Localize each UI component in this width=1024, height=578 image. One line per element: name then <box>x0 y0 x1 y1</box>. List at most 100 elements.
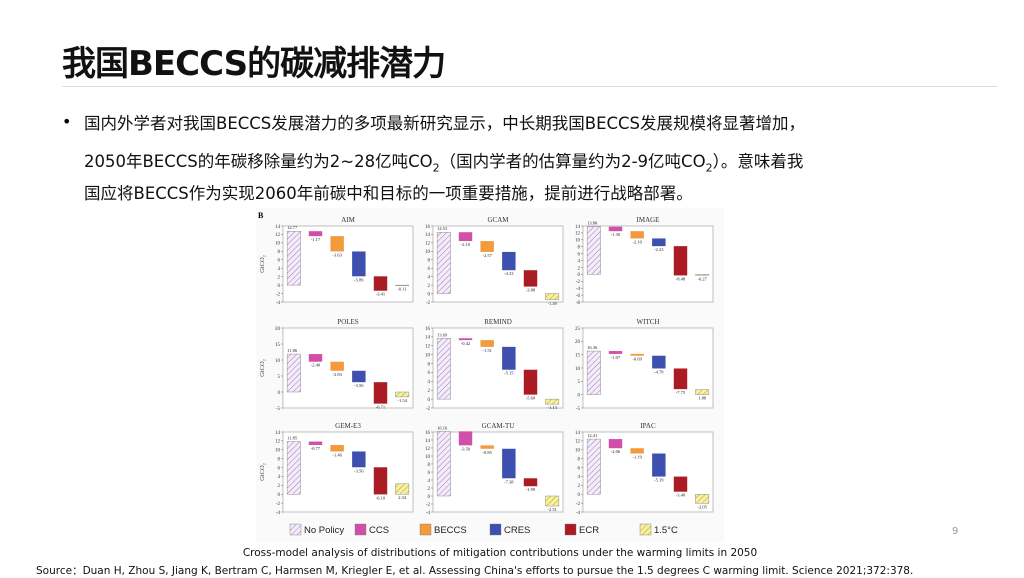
bar <box>330 236 343 251</box>
y-tick-label: 14 <box>425 439 431 444</box>
bar <box>309 442 322 445</box>
data-label: -2.51 <box>547 507 556 512</box>
bar <box>309 354 322 362</box>
panel-frame <box>583 328 713 408</box>
y-tick-label: 12 <box>575 232 581 237</box>
bar <box>502 347 515 370</box>
panel-title: REMIND <box>484 318 512 326</box>
legend-swatch <box>490 524 501 535</box>
bar <box>352 251 365 276</box>
data-label: -2.23 <box>654 247 664 252</box>
bar <box>330 362 343 371</box>
bar <box>480 241 493 252</box>
y-tick-label: 14 <box>575 225 581 230</box>
y-tick-label: -2 <box>426 301 431 306</box>
bar <box>587 439 600 494</box>
data-label: -6.10 <box>376 495 386 500</box>
y-tick-label: 14 <box>275 431 281 436</box>
legend-swatch <box>640 524 651 535</box>
y-axis-label: GtCO₂ <box>259 463 266 481</box>
y-tick-label: 16 <box>425 327 431 332</box>
legend-swatch <box>565 524 576 535</box>
panel-title: WITCH <box>637 318 660 326</box>
bar <box>502 449 515 479</box>
data-label: -3.63 <box>332 252 342 257</box>
bar <box>352 451 365 467</box>
data-label: 2.34 <box>398 495 407 500</box>
legend-label: 1.5°C <box>654 525 678 536</box>
panel-title: POLES <box>337 318 359 326</box>
legend-label: ECR <box>579 525 599 536</box>
data-label: -5.89 <box>354 277 364 282</box>
bar <box>545 294 558 300</box>
y-tick-label: -4 <box>276 511 281 516</box>
y-tick-label: 16 <box>425 431 431 436</box>
y-tick-label: 10 <box>275 449 281 454</box>
panel-frame <box>433 226 563 302</box>
bar <box>437 232 450 293</box>
data-label: -3.56 <box>354 383 364 388</box>
data-label: 14.53 <box>437 226 448 231</box>
y-tick-label: 10 <box>425 455 431 460</box>
data-label: -3.56 <box>354 468 364 473</box>
bar <box>459 338 472 340</box>
y-tick-label: -4 <box>576 511 581 516</box>
data-label: -1.13 <box>547 405 557 410</box>
legend-swatch <box>420 524 431 535</box>
y-tick-label: 12 <box>575 440 581 445</box>
data-label: -3.88 <box>526 288 536 293</box>
bar <box>480 445 493 448</box>
bar <box>502 252 515 270</box>
y-tick-label: 12 <box>425 447 431 452</box>
data-label: -3.50 <box>461 446 471 451</box>
bar <box>459 431 472 445</box>
data-label: 16.16 <box>437 425 448 430</box>
bar <box>674 368 687 389</box>
legend-swatch <box>290 524 301 535</box>
panel-title: GCAM <box>487 216 509 224</box>
data-label: -1.07 <box>611 355 621 360</box>
bar <box>630 354 643 356</box>
bar <box>587 351 600 395</box>
y-tick-label: 10 <box>575 449 581 454</box>
panel-frame <box>283 432 413 512</box>
y-tick-label: -2 <box>576 502 581 507</box>
bar <box>459 232 472 241</box>
bar <box>674 477 687 492</box>
y-tick-label: -2 <box>276 502 281 507</box>
data-label: 1.88 <box>698 396 707 401</box>
data-label: -1.99 <box>526 487 536 492</box>
y-tick-label: 15 <box>575 353 581 358</box>
y-tick-label: -2 <box>576 280 581 285</box>
data-label: -8.48 <box>676 276 686 281</box>
data-label: -5.60 <box>526 396 536 401</box>
data-label: -4.78 <box>654 369 664 374</box>
panel-title: GEM-E3 <box>335 422 361 430</box>
panel-frame <box>433 328 563 408</box>
bar <box>330 445 343 451</box>
data-label: -7.38 <box>504 479 514 484</box>
y-tick-label: 10 <box>275 242 281 247</box>
data-label: -3.41 <box>376 292 385 297</box>
y-tick-label: 20 <box>275 327 281 332</box>
caption: Cross-model analysis of distributions of… <box>0 547 1000 559</box>
bar <box>437 431 450 496</box>
legend-label: No Policy <box>304 525 344 536</box>
data-label: -0.77 <box>311 446 321 451</box>
panel-frame <box>283 328 413 408</box>
y-tick-label: 12 <box>275 233 281 238</box>
y-tick-label: 25 <box>575 327 581 332</box>
data-label: -1.30 <box>611 232 621 237</box>
data-label: -2.83 <box>332 372 342 377</box>
bar <box>652 238 665 246</box>
data-label: 11.85 <box>287 436 298 441</box>
data-label: -0.27 <box>697 276 707 281</box>
y-tick-label: -2 <box>276 292 281 297</box>
bar <box>545 496 558 506</box>
bar <box>609 351 622 354</box>
bar <box>374 467 387 494</box>
data-label: -1.19 <box>632 455 642 460</box>
y-tick-label: 12 <box>275 440 281 445</box>
data-label: -1.49 <box>547 301 557 306</box>
